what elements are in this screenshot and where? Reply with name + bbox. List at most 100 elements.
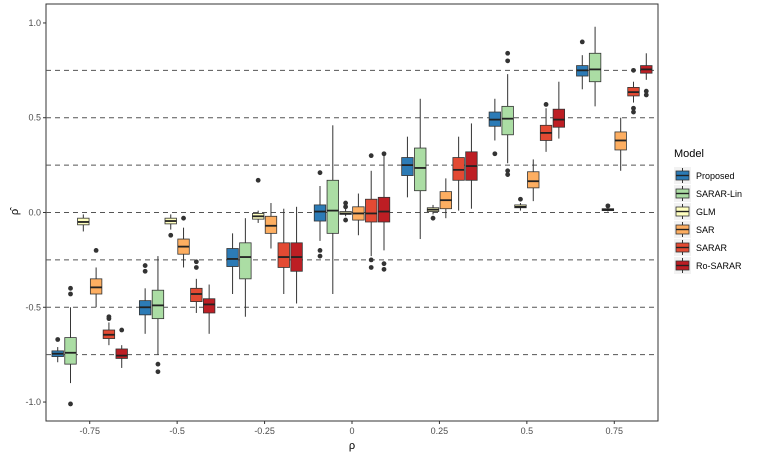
box-outlier: [155, 369, 161, 375]
box-outlier: [68, 291, 73, 297]
box-outlier: [505, 58, 511, 64]
box-outlier: [505, 50, 511, 56]
box-outlier: [317, 170, 323, 176]
box-glm: [514, 196, 527, 211]
box-iqr: [313, 204, 327, 222]
box-sarar: [627, 67, 640, 115]
box-ro-sarar: [115, 327, 128, 368]
x-tick-label: 0.5: [521, 426, 534, 436]
box-proposed: [226, 233, 239, 295]
box-outlier: [368, 265, 374, 270]
box-outlier: [168, 232, 174, 238]
box-iqr: [64, 337, 77, 365]
box-iqr: [190, 287, 203, 302]
box-glm: [339, 200, 352, 223]
box-sarar-lin: [151, 256, 165, 375]
legend-item: Proposed: [674, 167, 735, 184]
legend-item: Ro-SARAR: [674, 257, 742, 274]
box-outlier: [106, 316, 112, 322]
box-iqr: [365, 198, 378, 223]
box-sarar: [452, 136, 465, 211]
box-iqr: [115, 348, 128, 359]
box-proposed: [576, 39, 589, 90]
box-ro-sarar: [465, 123, 478, 209]
box-outlier: [381, 266, 387, 272]
box-iqr: [151, 289, 165, 320]
box-outlier: [505, 168, 511, 174]
box-sarar-lin: [414, 98, 427, 240]
y-tick-label: -0.5: [25, 302, 41, 312]
box-iqr: [527, 171, 540, 189]
box-outlier: [381, 151, 387, 157]
x-tick-label: 0.25: [431, 426, 449, 436]
y-tick-label: 1.0: [28, 18, 41, 28]
box-outlier: [631, 109, 636, 115]
legend-label: SAR: [696, 225, 715, 235]
box-outlier: [55, 337, 61, 342]
box-sar: [264, 203, 278, 249]
box-iqr: [377, 196, 391, 223]
box-sarar: [102, 314, 116, 346]
box-outlier: [155, 361, 161, 367]
box-outlier: [68, 401, 73, 407]
box-iqr: [414, 147, 427, 192]
box-glm: [252, 177, 265, 223]
box-glm: [164, 214, 177, 238]
box-outlier: [505, 172, 511, 177]
legend: Model Proposed SARAR-Lin GLM SAR SARAR Ro-SARA…: [674, 148, 742, 274]
box-sarar-lin: [588, 26, 602, 107]
box-ro-sarar: [552, 81, 566, 139]
box-iqr: [239, 242, 252, 280]
box-series-group: [51, 26, 653, 407]
box-iqr: [264, 215, 278, 234]
box-glm: [77, 214, 90, 232]
box-outlier: [317, 248, 323, 253]
legend-label: SARAR: [696, 243, 728, 253]
box-sarar-lin: [64, 285, 77, 407]
box-outlier: [142, 268, 148, 274]
box-outlier: [119, 327, 125, 333]
box-outlier: [543, 102, 549, 107]
box-sar: [439, 178, 452, 219]
box-outlier: [430, 215, 436, 221]
box-sarar: [277, 208, 290, 295]
box-iqr: [401, 157, 414, 176]
box-sarar: [190, 259, 203, 313]
box-iqr: [226, 248, 239, 267]
box-proposed: [401, 136, 414, 198]
box-iqr: [552, 108, 566, 128]
box-outlier: [343, 217, 348, 223]
box-proposed: [51, 337, 64, 363]
y-tick-label: 0.0: [28, 208, 41, 218]
box-outlier: [93, 248, 99, 253]
box-glm: [426, 204, 440, 221]
legend-item: SARAR: [674, 239, 728, 256]
box-outlier: [68, 285, 73, 291]
box-sarar: [539, 102, 553, 152]
box-outlier: [255, 177, 261, 183]
box-sarar-lin: [326, 125, 339, 295]
box-glm: [601, 203, 615, 212]
box-iqr: [452, 157, 465, 181]
x-tick-label: -0.25: [254, 426, 275, 436]
box-outlier: [193, 259, 199, 265]
box-ro-sarar: [202, 284, 216, 334]
box-outlier: [368, 153, 374, 159]
box-sar: [614, 117, 627, 171]
box-outlier: [492, 151, 498, 157]
box-outlier: [381, 261, 387, 267]
box-ro-sarar: [290, 206, 303, 304]
y-axis: -1.0 -0.5 0.0 0.5 1.0: [25, 18, 46, 407]
box-iqr: [202, 298, 216, 314]
legend-item: SAR: [674, 221, 715, 238]
box-iqr: [501, 105, 514, 136]
box-outlier: [605, 203, 611, 209]
x-tick-label: -0.75: [79, 426, 100, 436]
box-proposed: [313, 170, 327, 259]
box-iqr: [89, 278, 103, 295]
box-outlier: [343, 204, 348, 210]
box-outlier: [643, 92, 649, 98]
legend-label: GLM: [696, 207, 716, 217]
box-outlier: [579, 39, 585, 45]
